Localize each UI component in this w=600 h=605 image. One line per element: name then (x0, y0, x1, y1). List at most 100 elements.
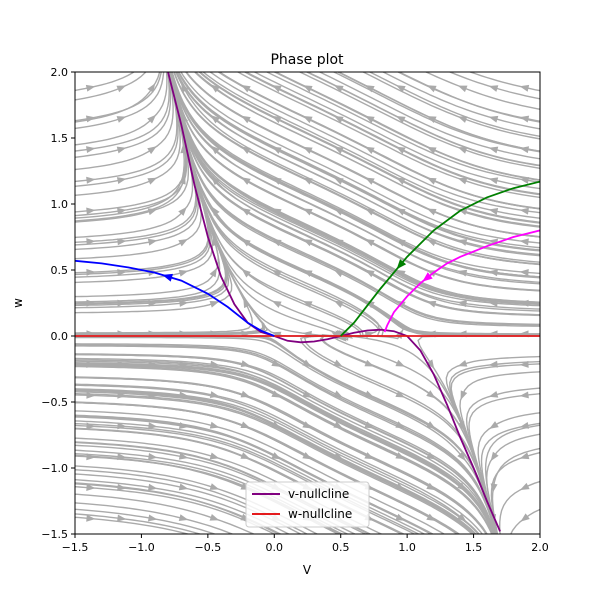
y-axis-label: w (11, 298, 25, 308)
streamline-arrow (426, 451, 436, 460)
streamline-arrow (490, 451, 499, 462)
streamline (173, 72, 540, 265)
streamline-arrow (426, 300, 437, 308)
streamline-arrow (147, 177, 158, 185)
streamline (332, 72, 540, 153)
streamline-arrow (334, 269, 344, 278)
streamline (170, 72, 540, 284)
streamline (75, 357, 496, 534)
streamline-arrow (457, 269, 468, 277)
streamline-arrow (457, 482, 467, 492)
streamline-arrow (488, 115, 499, 123)
streamline-arrow (488, 177, 499, 185)
streamline-arrow (426, 208, 437, 216)
streamline (265, 72, 540, 183)
streamline-arrow (395, 482, 405, 490)
streamline (75, 392, 475, 534)
streamline-arrow (457, 85, 468, 93)
streamline (491, 447, 540, 534)
streamline-arrow (396, 208, 406, 216)
streamline (75, 415, 433, 534)
streamline (75, 414, 435, 534)
chart-title: Phase plot (270, 52, 344, 68)
streamline-arrow (117, 207, 127, 215)
streamline-arrow (86, 238, 96, 246)
streamline-arrow (178, 238, 188, 247)
streamline-arrow (147, 83, 156, 93)
streamlines (75, 72, 540, 534)
streamline (75, 364, 493, 534)
streamline-arrow (211, 176, 220, 186)
streamline-arrow (519, 146, 530, 154)
trajectory-arrow (422, 272, 433, 282)
y-tick-label: 1.0 (51, 198, 69, 211)
streamline (236, 72, 540, 199)
streamline-arrow (209, 421, 220, 429)
streamline-arrow (488, 269, 498, 277)
streamline (490, 451, 540, 534)
x-tick-label: 0.0 (266, 541, 284, 554)
streamline (448, 72, 540, 100)
streamline-arrow (457, 451, 466, 461)
streamline (169, 72, 540, 336)
trajectory-line (75, 259, 275, 337)
streamline-arrow (148, 483, 158, 491)
streamline (169, 72, 540, 335)
streamline (75, 401, 459, 534)
streamline-arrow (519, 360, 529, 368)
streamline-arrow (85, 84, 96, 92)
trajectory-arrow (396, 259, 407, 270)
streamline (75, 72, 202, 260)
streamline (75, 72, 147, 101)
streamline (169, 72, 540, 305)
x-axis-ticks: −1.5 −1.0 −0.5 0.0 0.5 1.0 1.5 2.0 (62, 534, 549, 554)
streamline (171, 72, 540, 275)
streamline (193, 72, 540, 227)
nullcline-layer (75, 72, 540, 532)
streamline-arrow (148, 422, 158, 430)
streamline-arrow (488, 208, 499, 215)
streamline (75, 365, 493, 534)
streamline-arrow (334, 85, 344, 93)
streamline-arrow (209, 452, 220, 460)
streamline (75, 343, 497, 534)
trajectory-arrow (162, 273, 173, 282)
streamline (209, 72, 540, 214)
streamline (75, 410, 446, 534)
streamline (175, 72, 540, 256)
streamline (169, 72, 540, 335)
x-tick-label: −1.5 (62, 541, 89, 554)
streamline-arrow (117, 422, 127, 430)
streamline-arrow (519, 177, 530, 184)
y-tick-label: −1.0 (41, 462, 68, 475)
streamline (368, 72, 540, 137)
streamline-arrow (86, 207, 96, 215)
streamline (318, 72, 540, 160)
streamline (217, 72, 540, 210)
streamline-arrow (519, 452, 530, 460)
y-axis-ticks: −1.5 −1.0 −0.5 0.0 0.5 1.0 1.5 2.0 (41, 66, 75, 541)
streamline-arrow (334, 146, 344, 154)
x-tick-label: 0.5 (332, 541, 350, 554)
series-line-v-nullcline (167, 72, 501, 532)
streamline (75, 345, 497, 534)
streamline-arrow (426, 421, 436, 429)
streamline-arrow (179, 299, 189, 307)
streamline-arrow (147, 114, 157, 124)
streamline-arrow (520, 513, 530, 522)
streamline-arrow (457, 177, 468, 185)
streamline (381, 72, 540, 130)
streamline (75, 72, 170, 152)
streamline-arrow (426, 239, 437, 247)
trajectory-layer (75, 180, 540, 337)
streamline-arrow (488, 146, 499, 154)
streamline-arrow (460, 390, 468, 401)
streamline (75, 394, 474, 534)
streamline-arrow (519, 269, 529, 277)
streamline-arrow (86, 484, 96, 491)
x-axis-label: V (303, 563, 312, 577)
streamline (198, 72, 540, 224)
streamline-arrow (519, 421, 530, 429)
streamline-arrow (519, 299, 529, 307)
streamline-arrow (426, 359, 435, 369)
